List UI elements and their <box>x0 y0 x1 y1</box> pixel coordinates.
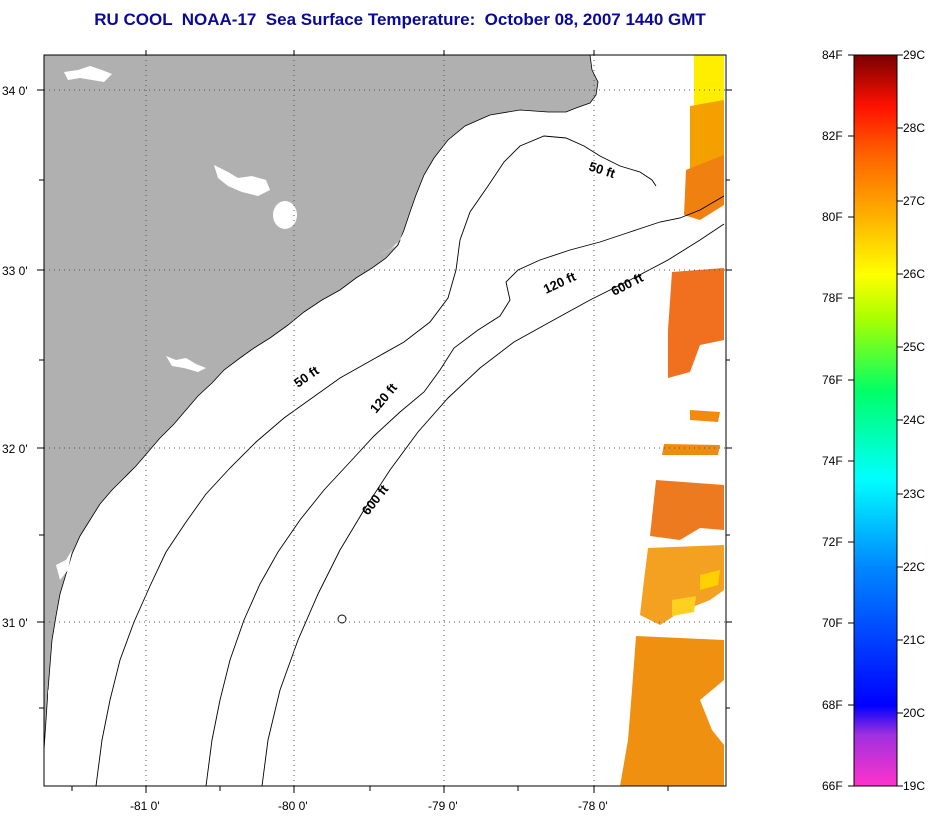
isobath-600ft <box>261 223 725 786</box>
isobath-50ft <box>95 135 657 786</box>
colorbar-label-f-80: 80F <box>822 210 843 224</box>
y-tick-label-31n: 31 0' <box>2 616 28 630</box>
colorbar-label-f-66: 66F <box>822 779 843 793</box>
colorbar-label-c-21: 21C <box>903 633 925 647</box>
sst-swath <box>620 55 724 786</box>
y-tick-label-34n: 34 0' <box>2 84 28 98</box>
colorbar-label-f-78: 78F <box>822 291 843 305</box>
tick-marks <box>37 50 732 793</box>
isobath-120ft <box>205 195 725 786</box>
colorbar-label-c-19: 19C <box>903 779 925 793</box>
colorbar-label-c-24: 24C <box>903 413 925 427</box>
graticule <box>44 55 726 786</box>
land-speckles <box>48 66 412 735</box>
colorbar-label-c-23: 23C <box>903 487 925 501</box>
y-tick-label-33n: 33 0' <box>2 264 28 278</box>
colorbar-label-c-20: 20C <box>903 706 925 720</box>
isobaths <box>95 135 725 786</box>
map-frame <box>43 54 727 787</box>
x-tick-label-78w: -78 0' <box>578 799 608 813</box>
colorbar-label-f-74: 74F <box>822 454 843 468</box>
colorbar-label-f-68: 68F <box>822 698 843 712</box>
map-plot-area: 50 ft 120 ft 600 ft 50 ft 120 ft 600 ft <box>44 55 726 786</box>
colorbar-label-f-70: 70F <box>822 616 843 630</box>
map-title: RU COOL NOAA-17 Sea Surface Temperature:… <box>94 10 706 29</box>
x-tick-label-80w: -80 0' <box>278 799 308 813</box>
colorbar-label-c-26: 26C <box>903 267 925 281</box>
colorbar-gradient <box>853 54 898 787</box>
colorbar-label-f-84: 84F <box>822 48 843 62</box>
colorbar-label-c-28: 28C <box>903 121 925 135</box>
colorbar-label-f-76: 76F <box>822 373 843 387</box>
colorbar: 84F 82F 80F 78F 76F 74F 72F 70F 68F 66F … <box>822 48 925 793</box>
colorbar-label-c-25: 25C <box>903 340 925 354</box>
colorbar-label-c-27: 27C <box>903 194 925 208</box>
x-tick-label-79w: -79 0' <box>428 799 458 813</box>
x-tick-label-81w: -81 0' <box>130 799 160 813</box>
y-tick-label-32n: 32 0' <box>2 442 28 456</box>
colorbar-label-c-22: 22C <box>903 560 925 574</box>
colorbar-label-f-82: 82F <box>822 129 843 143</box>
colorbar-label-f-72: 72F <box>822 535 843 549</box>
colorbar-label-c-29: 29C <box>903 48 925 62</box>
